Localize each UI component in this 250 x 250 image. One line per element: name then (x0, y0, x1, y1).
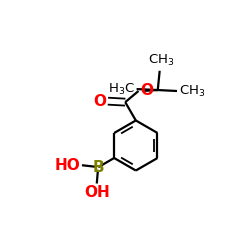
Text: O: O (140, 82, 153, 98)
Text: B: B (92, 160, 104, 175)
Text: CH$_3$: CH$_3$ (178, 84, 205, 98)
Text: O: O (93, 94, 106, 109)
Text: OH: OH (84, 185, 110, 200)
Text: CH$_3$: CH$_3$ (148, 54, 175, 68)
Text: HO: HO (55, 158, 81, 173)
Text: H$_3$C: H$_3$C (108, 82, 135, 97)
